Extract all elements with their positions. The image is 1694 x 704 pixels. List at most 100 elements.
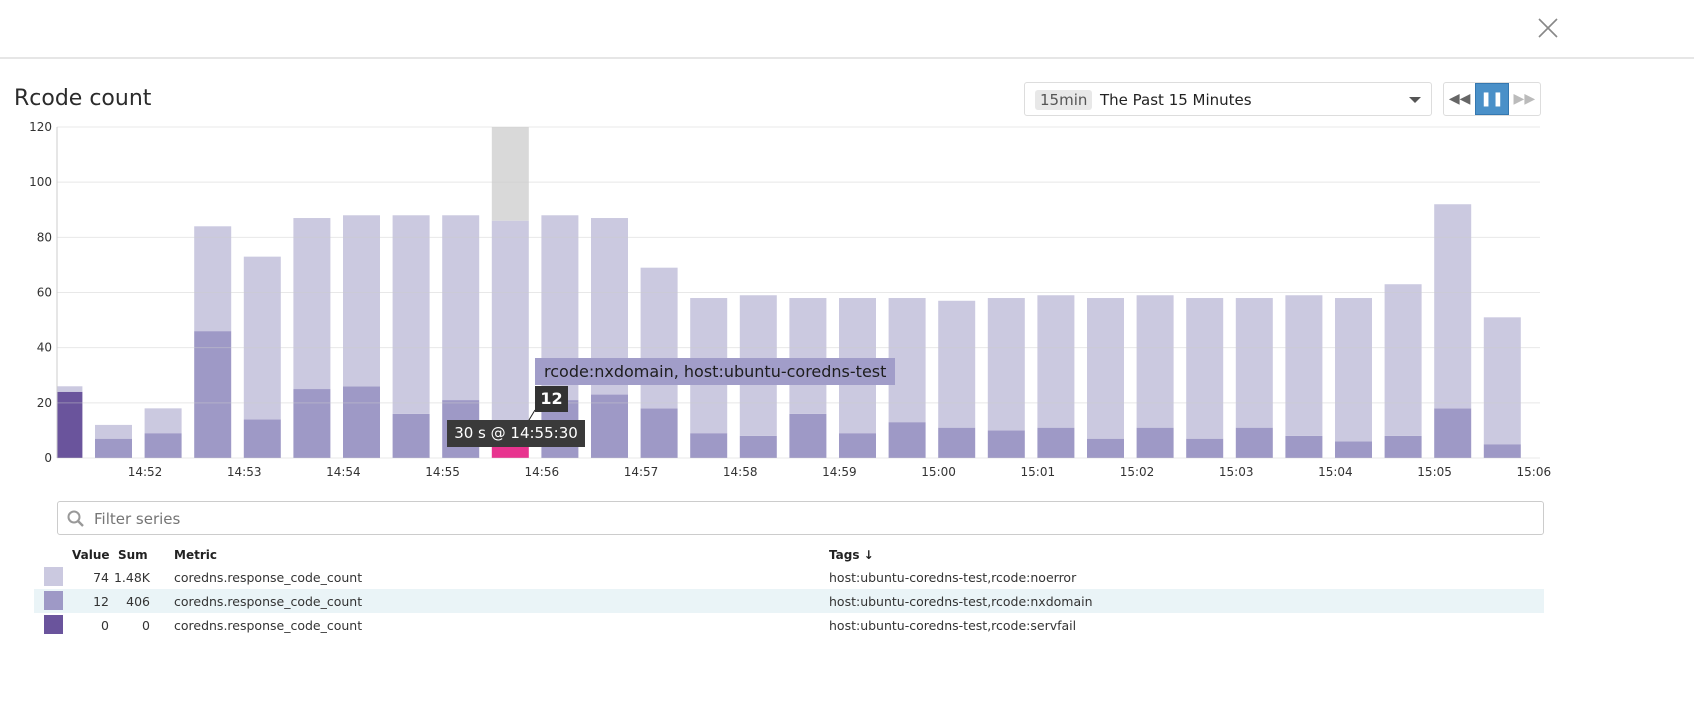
bar-segment[interactable] xyxy=(144,433,182,458)
col-header-tags[interactable]: Tags ↓ xyxy=(829,548,874,562)
bar-segment[interactable] xyxy=(392,215,430,414)
bar-segment[interactable] xyxy=(343,386,380,458)
x-tick-label: 15:00 xyxy=(921,465,956,479)
bar-segment[interactable] xyxy=(1186,298,1224,439)
bar-segment[interactable] xyxy=(1384,284,1422,436)
close-button[interactable] xyxy=(1536,16,1560,40)
series-tags: host:ubuntu-coredns-test,rcode:nxdomain xyxy=(829,594,1093,609)
bar-segment[interactable] xyxy=(938,300,976,428)
tooltip-series-label: rcode:nxdomain, host:ubuntu-coredns-test xyxy=(535,358,896,385)
bar-segment[interactable] xyxy=(194,331,232,458)
x-tick-label: 14:59 xyxy=(822,465,857,479)
bar-segment[interactable] xyxy=(1136,427,1174,458)
hover-column xyxy=(491,127,529,221)
series-tags: host:ubuntu-coredns-test,rcode:servfail xyxy=(829,618,1077,633)
legend-row[interactable]: 74 1.48K coredns.response_code_count hos… xyxy=(34,565,1544,589)
bar-segment[interactable] xyxy=(739,435,777,458)
pause-button[interactable]: ❚❚ xyxy=(1475,83,1509,115)
y-tick-label: 120 xyxy=(29,120,52,134)
bar-segment[interactable] xyxy=(987,430,1025,458)
bar-segment[interactable] xyxy=(144,408,182,434)
y-tick-label: 40 xyxy=(37,341,52,355)
bar-segment[interactable] xyxy=(1483,317,1521,445)
bar-segment[interactable] xyxy=(392,413,430,458)
chevron-down-icon xyxy=(1409,97,1421,103)
bar-segment[interactable] xyxy=(95,424,132,439)
rcode-bar-chart[interactable]: 0 20 40 60 80 100 120 14:52 14:53 14:54 14:55 14:56… xyxy=(0,110,1694,500)
series-value: 74 xyxy=(93,570,109,585)
x-tick-label: 14:56 xyxy=(525,465,560,479)
col-header-metric[interactable]: Metric xyxy=(174,548,217,562)
bar-segment[interactable] xyxy=(491,220,529,425)
bar-segment[interactable] xyxy=(57,386,83,392)
bar-segment[interactable] xyxy=(293,389,331,458)
bar-segment[interactable] xyxy=(1483,444,1521,458)
bar-segment[interactable] xyxy=(1037,295,1075,428)
bar-segment[interactable] xyxy=(1434,204,1472,409)
bar-segment[interactable] xyxy=(987,298,1025,431)
bar-segment[interactable] xyxy=(1087,438,1124,458)
y-tick-label: 0 xyxy=(44,451,52,465)
x-tick-label: 14:58 xyxy=(723,465,758,479)
bar-segment[interactable] xyxy=(938,427,976,458)
bar-segment[interactable] xyxy=(789,298,827,414)
close-icon xyxy=(1538,18,1558,38)
rewind-icon: ◀◀ xyxy=(1448,91,1471,107)
bar-segment[interactable] xyxy=(1037,427,1075,458)
bar-segment[interactable] xyxy=(343,215,380,387)
series-color-swatch xyxy=(44,615,63,634)
series-value: 12 xyxy=(93,594,109,609)
y-tick-label: 20 xyxy=(37,396,52,410)
timeframe-selector[interactable]: 15min The Past 15 Minutes xyxy=(1024,82,1432,116)
bar-segment[interactable] xyxy=(1384,435,1422,458)
bar-segment[interactable] xyxy=(1235,298,1273,428)
bar-segment[interactable] xyxy=(1434,408,1472,458)
series-metric: coredns.response_code_count xyxy=(174,618,363,633)
col-header-value[interactable]: Value xyxy=(72,548,110,562)
x-tick-label: 14:55 xyxy=(425,465,460,479)
bar-segment[interactable] xyxy=(1285,295,1323,436)
bar-segment[interactable] xyxy=(442,215,480,401)
bar-segment[interactable] xyxy=(839,433,876,458)
bar-segment[interactable] xyxy=(640,408,678,458)
series-color-swatch xyxy=(44,591,63,610)
bar-segment[interactable] xyxy=(789,413,827,458)
series-sum: 406 xyxy=(126,594,150,609)
bar-segment[interactable] xyxy=(57,391,83,458)
rewind-button[interactable]: ◀◀ xyxy=(1444,83,1475,115)
series-sum: 0 xyxy=(142,618,150,633)
filter-series-input[interactable] xyxy=(92,509,696,529)
bar-segment[interactable] xyxy=(591,394,628,458)
x-tick-label: 15:01 xyxy=(1021,465,1056,479)
y-tick-label: 100 xyxy=(29,175,52,189)
bar-segment[interactable] xyxy=(888,422,926,458)
series-value: 0 xyxy=(101,618,109,633)
bar-segment[interactable] xyxy=(690,433,728,458)
x-tick-label: 14:57 xyxy=(624,465,659,479)
filter-series-field[interactable] xyxy=(57,501,1544,535)
x-tick-label: 15:03 xyxy=(1219,465,1254,479)
forward-button[interactable]: ▶▶ xyxy=(1509,83,1540,115)
timeframe-badge: 15min xyxy=(1035,90,1093,110)
col-header-sum[interactable]: Sum xyxy=(118,548,148,562)
bar-segment[interactable] xyxy=(243,256,281,420)
bar-segment[interactable] xyxy=(95,438,132,458)
bar-segment[interactable] xyxy=(1335,441,1372,458)
bar-segment[interactable] xyxy=(293,218,331,390)
widget-title: Rcode count xyxy=(14,86,152,111)
bar-segment[interactable] xyxy=(1087,298,1124,439)
legend-row[interactable]: 0 0 coredns.response_code_count host:ubu… xyxy=(34,613,1544,637)
bar-segment[interactable] xyxy=(1136,295,1174,428)
series-tags: host:ubuntu-coredns-test,rcode:noerror xyxy=(829,570,1077,585)
bar-segment[interactable] xyxy=(1186,438,1224,458)
legend-row[interactable]: 12 406 coredns.response_code_count host:… xyxy=(34,589,1544,613)
bar-segment[interactable] xyxy=(1235,427,1273,458)
bar-segment[interactable] xyxy=(194,226,232,332)
bar-segment[interactable] xyxy=(640,267,678,409)
fast-forward-icon: ▶▶ xyxy=(1513,91,1536,107)
bar-segment[interactable] xyxy=(1285,435,1323,458)
playback-controls: ◀◀ ❚❚ ▶▶ xyxy=(1443,82,1541,116)
y-tick-label: 80 xyxy=(37,230,52,244)
bar-segment[interactable] xyxy=(1335,298,1372,442)
bar-segment[interactable] xyxy=(243,419,281,458)
